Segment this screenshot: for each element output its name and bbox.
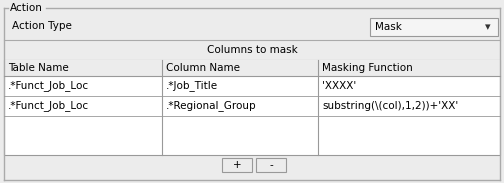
Bar — [370, 18, 498, 36]
Text: 'XXXX': 'XXXX' — [322, 81, 356, 91]
Text: Column Name: Column Name — [166, 63, 240, 73]
Text: .*Regional_Group: .*Regional_Group — [166, 100, 257, 111]
Text: .*Funct_Job_Loc: .*Funct_Job_Loc — [8, 81, 89, 92]
Bar — [4, 60, 500, 76]
Text: Action: Action — [10, 3, 43, 13]
Text: Action Type: Action Type — [12, 21, 72, 31]
Bar — [4, 60, 500, 155]
Text: Table Name: Table Name — [8, 63, 69, 73]
Text: substring(\(col),1,2))+'XX': substring(\(col),1,2))+'XX' — [322, 101, 458, 111]
Bar — [222, 158, 252, 172]
Text: .*Job_Title: .*Job_Title — [166, 81, 218, 92]
Text: .*Funct_Job_Loc: .*Funct_Job_Loc — [8, 100, 89, 111]
Text: Masking Function: Masking Function — [322, 63, 413, 73]
Text: Columns to mask: Columns to mask — [207, 45, 297, 55]
Text: Mask: Mask — [375, 22, 402, 32]
Text: -: - — [269, 160, 273, 170]
Bar — [256, 158, 286, 172]
Text: +: + — [233, 160, 241, 170]
Text: ▾: ▾ — [485, 22, 491, 32]
